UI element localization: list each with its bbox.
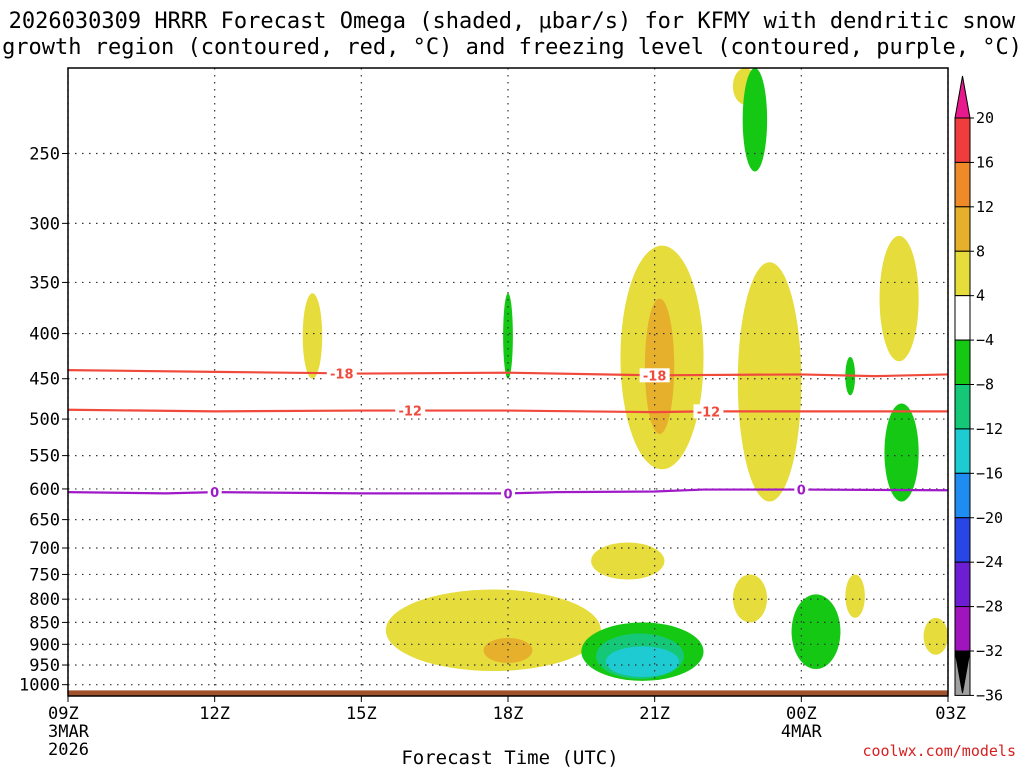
omega-region-19 xyxy=(923,617,948,655)
colorbar: 20 16 12 8 4 −4 −8 −12 −16 −20 −24 −28 −32 −36 xyxy=(954,75,1003,704)
contour-label-bg-0-1 xyxy=(639,368,670,383)
contour-label-0-0: -18 xyxy=(330,367,354,382)
x-tick-label-09Z: 09Z xyxy=(48,704,79,724)
colorbar-label-11: −28 xyxy=(976,598,1003,616)
contour-label-bg-2-1 xyxy=(501,486,515,501)
contour-label-bg-1-0 xyxy=(395,403,426,418)
contour-label-bg-2-2 xyxy=(794,482,809,497)
colorbar-bin-11 xyxy=(954,561,971,608)
contour-label-1-1: -12 xyxy=(697,405,721,420)
colorbar-label-1: 16 xyxy=(976,153,994,171)
colorbar-bin-2 xyxy=(954,161,971,208)
x-tick-label-18Z: 18Z xyxy=(493,704,524,724)
chart-title-line-2: growth region (contoured, red, °C) and f… xyxy=(2,35,1022,60)
x-tick-sublabel-00Z-0: 4MAR xyxy=(781,722,823,742)
y-tick-label-650: 650 xyxy=(29,511,60,531)
colorbar-label-4: 4 xyxy=(976,287,985,305)
temperature-contours: -18 -18 -12 -12 0 0 0 xyxy=(67,366,949,502)
omega-region-17 xyxy=(732,574,768,623)
colorbar-bin-5 xyxy=(954,295,971,341)
colorbar-label-6: −8 xyxy=(976,376,994,394)
y-tick-label-1000: 1000 xyxy=(19,676,60,696)
colorbar-label-3: 8 xyxy=(976,242,985,260)
colorbar-bin-6 xyxy=(954,339,971,386)
omega-region-8 xyxy=(879,235,919,362)
y-tick-label-500: 500 xyxy=(29,410,60,430)
colorbar-bottom-arrow xyxy=(954,650,971,694)
colorbar-bin-1 xyxy=(954,117,971,163)
omega-region-1 xyxy=(742,68,768,172)
colorbar-label-12: −32 xyxy=(976,642,1003,660)
colorbar-bin-10 xyxy=(954,517,971,563)
omega-region-16 xyxy=(791,594,841,670)
contour-line-1 xyxy=(67,408,948,414)
plot-area: -18 -18 -12 -12 0 0 0 xyxy=(67,67,949,697)
omega-region-9 xyxy=(884,403,919,502)
y-tick-label-400: 400 xyxy=(29,325,60,345)
y-tick-label-300: 300 xyxy=(29,214,60,234)
contour-label-bg-2-0 xyxy=(207,485,222,500)
colorbar-bin-7 xyxy=(954,384,971,430)
x-tick-label-00Z: 00Z xyxy=(786,704,817,724)
colorbar-label-13: −36 xyxy=(976,686,1003,704)
y-tick-label-800: 800 xyxy=(29,590,60,610)
x-tick-label-15Z: 15Z xyxy=(346,704,377,724)
colorbar-label-9: −20 xyxy=(976,509,1003,527)
x-axis-label: Forecast Time (UTC) xyxy=(401,747,618,768)
x-tick-label-03Z: 03Z xyxy=(935,704,966,724)
colorbar-bin-4 xyxy=(954,250,971,297)
colorbar-label-5: −4 xyxy=(976,331,994,349)
y-tick-label-850: 850 xyxy=(29,613,60,633)
contour-label-2-2: 0 xyxy=(797,484,806,499)
x-tick-label-12Z: 12Z xyxy=(199,704,230,724)
x-tick-sublabel-09Z-1: 2026 xyxy=(48,740,89,760)
omega-region-18 xyxy=(845,574,865,618)
colorbar-top-arrow xyxy=(954,75,971,119)
colorbar-bin-9 xyxy=(954,472,971,519)
contour-label-1-0: -12 xyxy=(398,405,422,420)
colorbar-label-10: −24 xyxy=(976,553,1003,571)
y-tick-label-900: 900 xyxy=(29,635,60,655)
y-tick-label-350: 350 xyxy=(29,273,60,293)
y-tick-label-950: 950 xyxy=(29,656,60,676)
y-tick-label-250: 250 xyxy=(29,144,60,164)
contour-label-0-1: -18 xyxy=(643,369,667,384)
colorbar-label-8: −16 xyxy=(976,464,1003,482)
omega-region-4 xyxy=(644,298,675,435)
colorbar-label-2: 12 xyxy=(976,198,994,216)
y-tick-label-450: 450 xyxy=(29,370,60,390)
omega-region-11 xyxy=(385,589,601,672)
y-tick-label-600: 600 xyxy=(29,480,60,500)
pressure-axis: 2503003504004505005506006507007508008509… xyxy=(19,144,68,696)
omega-shading xyxy=(302,68,948,681)
colorbar-bin-3 xyxy=(954,206,971,252)
colorbar-label-7: −12 xyxy=(976,420,1003,438)
omega-region-5 xyxy=(591,542,665,580)
chart-title-line-1: 2026030309 HRRR Forecast Omega (shaded, … xyxy=(9,9,1016,34)
omega-region-7 xyxy=(503,293,513,379)
credit-text: coolwx.com/models xyxy=(862,742,1016,760)
x-tick-label-21Z: 21Z xyxy=(639,704,670,724)
omega-region-6 xyxy=(302,293,323,379)
omega-region-15 xyxy=(605,646,680,677)
colorbar-bin-8 xyxy=(954,428,971,474)
contour-label-bg-0-0 xyxy=(326,366,357,381)
contour-line-0 xyxy=(67,369,949,378)
y-tick-label-700: 700 xyxy=(29,539,60,559)
colorbar-bin-12 xyxy=(954,606,971,652)
y-tick-label-750: 750 xyxy=(29,565,60,585)
x-tick-sublabel-09Z-0: 3MAR xyxy=(48,722,90,742)
terrain-band xyxy=(68,690,948,696)
contour-label-2-1: 0 xyxy=(503,487,512,502)
contour-line-2 xyxy=(67,488,949,495)
contour-label-2-0: 0 xyxy=(210,486,219,501)
y-tick-label-550: 550 xyxy=(29,447,60,467)
contour-label-bg-1-1 xyxy=(693,404,724,419)
colorbar-label-0: 20 xyxy=(976,109,994,127)
omega-region-3 xyxy=(737,262,802,502)
